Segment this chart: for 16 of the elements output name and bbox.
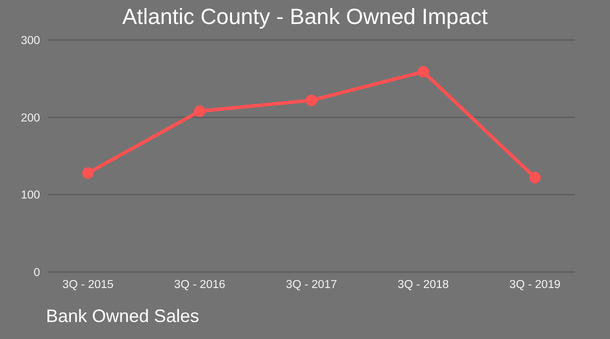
point bbox=[529, 172, 541, 184]
x-tick-label: 3Q - 2018 bbox=[398, 279, 449, 292]
text: Bank Owned Sales bbox=[46, 306, 200, 327]
point bbox=[194, 105, 206, 117]
y-tick-label: 300 bbox=[20, 35, 40, 48]
y-tick-label: 100 bbox=[20, 190, 40, 202]
point bbox=[82, 167, 94, 179]
x-tick-label: 3Q - 2017 bbox=[286, 279, 338, 292]
y-tick-label: 200 bbox=[20, 112, 40, 124]
x-tick-label: 3Q - 2016 bbox=[174, 279, 226, 292]
point bbox=[418, 66, 429, 78]
x-tick-label: 3Q - 2015 bbox=[62, 279, 114, 292]
point bbox=[306, 94, 318, 106]
x-tick-label: 3Q - 2019 bbox=[509, 279, 561, 292]
chart-title: Atlantic County - Bank Owned Impact bbox=[121, 4, 489, 30]
y-tick-label: 0 bbox=[34, 267, 40, 280]
